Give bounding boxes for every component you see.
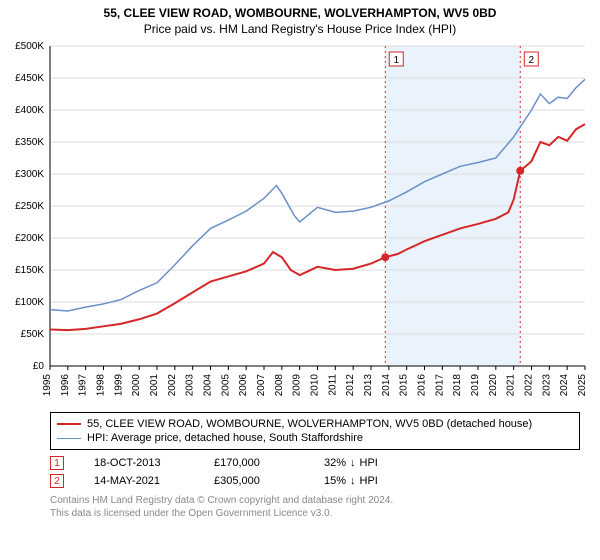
svg-text:£500K: £500K [15,41,44,52]
legend-row: 55, CLEE VIEW ROAD, WOMBOURNE, WOLVERHAM… [57,417,573,431]
svg-text:2018: 2018 [452,374,463,397]
down-arrow-icon: ↓ [350,475,356,487]
svg-text:£200K: £200K [15,233,44,244]
legend-swatch [57,438,81,439]
sale-row: 1 18-OCT-2013 £170,000 32%↓HPI [50,454,580,472]
title-address: 55, CLEE VIEW ROAD, WOMBOURNE, WOLVERHAM… [0,6,600,20]
svg-text:2016: 2016 [417,374,428,397]
sale-price: £305,000 [214,475,294,487]
svg-text:2015: 2015 [399,374,410,397]
down-arrow-icon: ↓ [350,457,356,469]
chart-titles: 55, CLEE VIEW ROAD, WOMBOURNE, WOLVERHAM… [0,0,600,36]
svg-text:2012: 2012 [345,374,356,397]
svg-text:£250K: £250K [15,201,44,212]
svg-text:2010: 2010 [310,374,321,397]
legend-label: HPI: Average price, detached house, Sout… [87,432,363,444]
legend-row: HPI: Average price, detached house, Sout… [57,431,573,445]
sale-price: £170,000 [214,457,294,469]
svg-text:£450K: £450K [15,73,44,84]
svg-text:2007: 2007 [256,374,267,397]
svg-text:2002: 2002 [167,374,178,397]
svg-text:£150K: £150K [15,265,44,276]
svg-text:2001: 2001 [149,374,160,397]
svg-text:£100K: £100K [15,297,44,308]
svg-text:1998: 1998 [96,374,107,397]
svg-text:£0: £0 [33,361,45,372]
svg-text:2008: 2008 [274,374,285,397]
sale-delta: 32%↓HPI [324,457,378,469]
sale-marker-badge: 2 [50,474,64,488]
svg-text:£400K: £400K [15,105,44,116]
title-subtitle: Price paid vs. HM Land Registry's House … [0,20,600,36]
svg-text:2020: 2020 [488,374,499,397]
credits: Contains HM Land Registry data © Crown c… [50,494,580,520]
sales-table: 1 18-OCT-2013 £170,000 32%↓HPI 2 14-MAY-2021 £… [50,454,580,490]
svg-text:2022: 2022 [524,374,535,397]
svg-text:2013: 2013 [363,374,374,397]
price-chart: £0 £50K £100K £150K £200K £250K £300K £350K £400… [0,36,600,406]
svg-text:2005: 2005 [220,374,231,397]
sale-date: 14-MAY-2021 [94,475,184,487]
svg-text:1995: 1995 [42,374,53,397]
svg-text:2019: 2019 [470,374,481,397]
svg-text:2017: 2017 [434,374,445,397]
chart-area: £0 £50K £100K £150K £200K £250K £300K £350K £400… [0,36,600,406]
svg-text:1996: 1996 [60,374,71,397]
svg-text:2023: 2023 [541,374,552,397]
svg-text:2009: 2009 [292,374,303,397]
svg-text:2004: 2004 [203,374,214,397]
svg-text:£300K: £300K [15,169,44,180]
svg-text:2021: 2021 [506,374,517,397]
svg-text:2024: 2024 [559,374,570,397]
svg-text:2014: 2014 [381,374,392,397]
svg-text:1999: 1999 [113,374,124,397]
svg-text:2: 2 [528,55,534,66]
sale-date: 18-OCT-2013 [94,457,184,469]
svg-text:2003: 2003 [185,374,196,397]
svg-text:£50K: £50K [21,329,45,340]
legend-label: 55, CLEE VIEW ROAD, WOMBOURNE, WOLVERHAM… [87,418,532,430]
svg-text:1997: 1997 [78,374,89,397]
credit-line-2: This data is licensed under the Open Gov… [50,507,580,520]
svg-text:2011: 2011 [327,374,338,396]
legend-swatch [57,423,81,425]
svg-text:2006: 2006 [238,374,249,397]
credit-line-1: Contains HM Land Registry data © Crown c… [50,494,580,507]
sale-row: 2 14-MAY-2021 £305,000 15%↓HPI [50,472,580,490]
svg-text:1: 1 [393,55,399,66]
sale-delta: 15%↓HPI [324,475,378,487]
legend: 55, CLEE VIEW ROAD, WOMBOURNE, WOLVERHAM… [50,412,580,450]
svg-text:£350K: £350K [15,137,44,148]
svg-text:2025: 2025 [577,374,588,397]
svg-text:2000: 2000 [131,374,142,397]
sale-marker-badge: 1 [50,456,64,470]
